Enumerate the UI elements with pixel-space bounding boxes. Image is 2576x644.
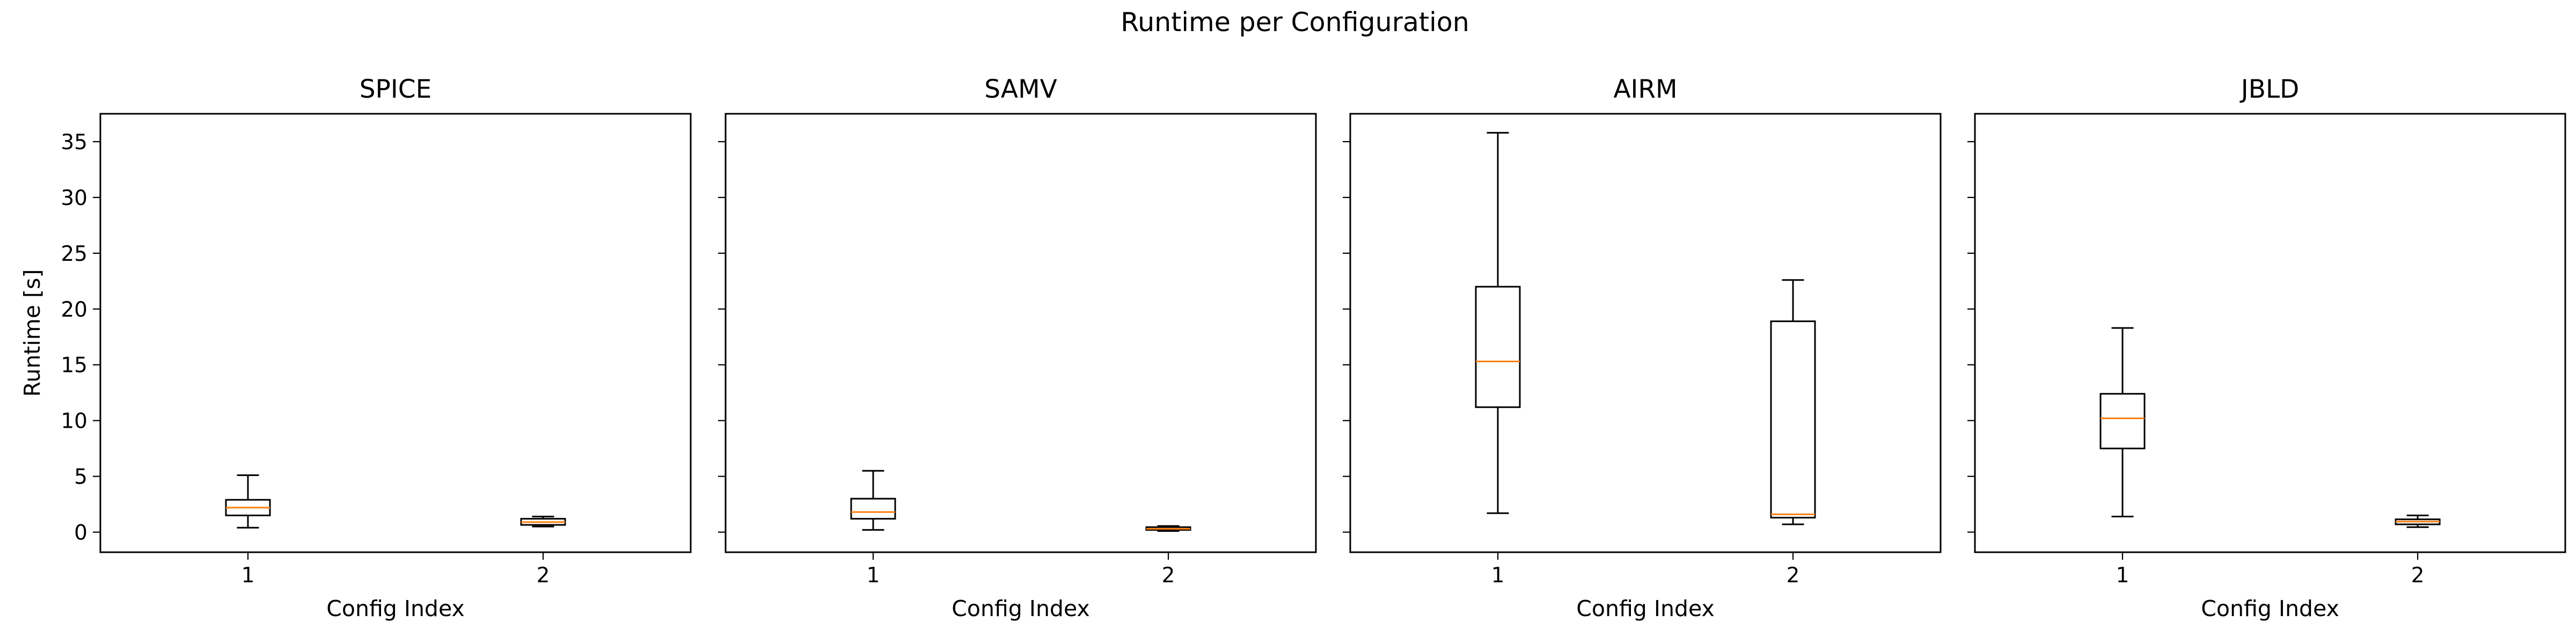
x-tick-label: 1 [1491, 564, 1505, 588]
x-tick-label: 1 [867, 564, 880, 588]
x-axis-label: Config Index [952, 596, 1089, 621]
panel-title-spice: SPICE [360, 75, 432, 104]
box-airm-config-2 [1770, 320, 1816, 519]
panel-frame-samv [724, 113, 1317, 553]
x-tick-label: 1 [2116, 564, 2129, 588]
panel-title-jbld: JBLD [2240, 75, 2299, 104]
x-axis-label: Config Index [1576, 596, 1714, 621]
y-tick-label: 30 [61, 186, 87, 210]
figure-title: Runtime per Configuration [1121, 7, 1469, 38]
y-axis-label: Runtime [s] [19, 269, 45, 397]
y-tick-label: 5 [74, 465, 87, 489]
x-tick-label: 2 [1162, 564, 1175, 588]
x-tick-label: 2 [2411, 564, 2425, 588]
x-tick-label: 1 [241, 564, 255, 588]
x-tick-label: 2 [1787, 564, 1800, 588]
y-tick-label: 10 [61, 409, 87, 434]
panel-title-samv: SAMV [984, 75, 1057, 104]
panel-frame-jbld [1974, 113, 2566, 553]
box-airm-config-1 [1475, 286, 1521, 408]
panel-frame-spice [99, 113, 692, 553]
panel-title-airm: AIRM [1613, 75, 1677, 104]
x-axis-label: Config Index [326, 596, 464, 621]
y-tick-label: 25 [61, 242, 87, 266]
y-tick-label: 0 [74, 521, 87, 545]
x-tick-label: 2 [537, 564, 550, 588]
box-jbld-config-1 [2099, 393, 2146, 450]
box-samv-config-1 [850, 497, 896, 520]
x-axis-label: Config Index [2201, 596, 2339, 621]
y-tick-label: 35 [61, 130, 87, 155]
y-tick-label: 20 [61, 298, 87, 322]
y-tick-label: 15 [61, 354, 87, 378]
panel-frame-airm [1349, 113, 1942, 553]
